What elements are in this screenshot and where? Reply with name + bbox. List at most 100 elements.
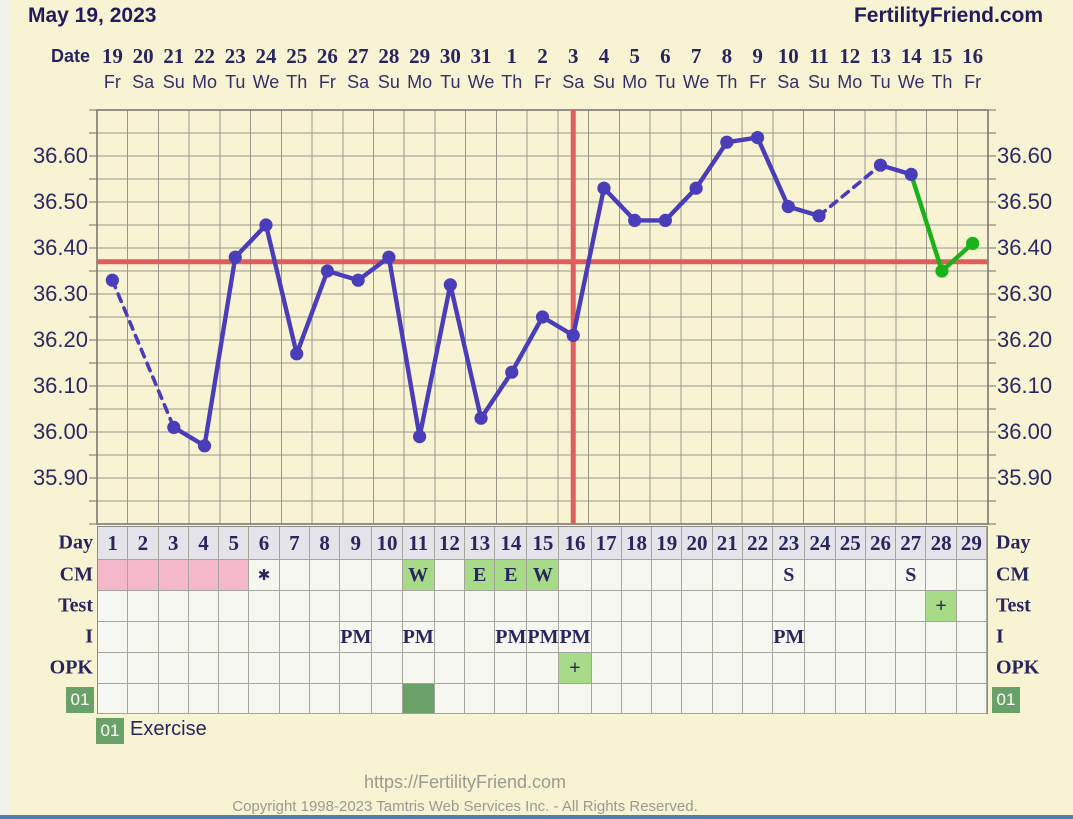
y-axis-label-right: 36.30 <box>997 281 1053 306</box>
day-header-cell[interactable]: 24 <box>805 527 836 560</box>
day-header-cell[interactable]: 18 <box>621 527 653 560</box>
day-header-cell[interactable]: 19 <box>652 527 683 560</box>
temp-dot[interactable] <box>535 310 550 324</box>
test-cell <box>712 591 743 622</box>
day-header-cell[interactable]: 27 <box>896 527 927 560</box>
custom-row-cell <box>773 684 806 714</box>
day-header-cell[interactable]: 2 <box>128 527 159 560</box>
temp-dot[interactable] <box>228 250 242 264</box>
temp-dot[interactable] <box>351 273 365 287</box>
cm-cell <box>805 560 836 591</box>
day-header-cell[interactable]: 8 <box>309 527 341 560</box>
day-header-cell[interactable]: 7 <box>279 527 310 560</box>
day-header-cell[interactable]: 10 <box>372 527 403 560</box>
temp-dot[interactable] <box>873 158 888 172</box>
day-header-cell[interactable]: 14 <box>495 527 528 560</box>
temp-segment <box>755 135 791 209</box>
day-header-cell[interactable]: 17 <box>591 527 622 560</box>
temp-dot[interactable] <box>167 420 181 434</box>
day-header-cell[interactable]: 6 <box>249 527 280 560</box>
temp-segment <box>663 185 699 223</box>
temp-dot[interactable] <box>474 411 488 425</box>
intercourse-cell <box>926 622 957 653</box>
y-axis-label-right: 36.50 <box>997 189 1053 214</box>
temp-dot[interactable] <box>628 213 642 227</box>
custom-row-cell <box>682 684 713 714</box>
opk-cell <box>926 653 957 684</box>
date-cell: 7 <box>690 44 702 68</box>
cm-cell <box>372 560 403 591</box>
footer-url-link[interactable]: https://FertilityFriend.com <box>363 772 567 792</box>
temp-dot[interactable] <box>689 181 703 195</box>
temp-dot[interactable] <box>259 218 273 232</box>
day-header-cell[interactable]: 28 <box>926 527 957 560</box>
day-header-cell[interactable]: 23 <box>773 527 806 560</box>
temp-dot[interactable] <box>290 347 304 361</box>
temp-dot[interactable] <box>105 273 119 287</box>
temp-dot[interactable] <box>781 200 795 214</box>
temp-dot[interactable] <box>597 181 611 195</box>
day-header-cell[interactable]: 12 <box>434 527 465 560</box>
intercourse-cell: PM <box>773 622 806 653</box>
intercourse-cell <box>682 622 713 653</box>
weekday-cell: Mo <box>192 72 218 92</box>
temp-dot[interactable] <box>197 439 212 453</box>
temp-dot[interactable] <box>812 209 826 223</box>
day-header-cell[interactable]: 29 <box>956 527 987 560</box>
day-header-cell[interactable]: 1 <box>98 527 129 560</box>
date-cell: 13 <box>869 44 891 68</box>
day-header-cell[interactable]: 21 <box>712 527 743 560</box>
cm-cell <box>340 560 373 591</box>
temp-dot[interactable] <box>658 213 672 227</box>
temp-dot[interactable] <box>720 135 734 149</box>
custom-row-cell <box>340 684 373 714</box>
weekday-cell: Th <box>286 72 308 92</box>
opk-cell <box>652 653 683 684</box>
date-cell: 19 <box>101 44 123 68</box>
temp-dot[interactable] <box>904 167 918 181</box>
temp-dot[interactable] <box>566 328 580 342</box>
custom-row-cell <box>279 684 310 714</box>
weekday-cell: Mo <box>622 72 648 92</box>
y-axis-label-left: 36.60 <box>32 143 88 168</box>
day-header-cell[interactable]: 15 <box>527 527 560 560</box>
temp-segment-dashed <box>817 163 883 218</box>
day-header-cell[interactable]: 20 <box>682 527 713 560</box>
test-cell <box>249 591 280 622</box>
intercourse-cell <box>188 622 220 653</box>
cm-cell: W <box>527 560 560 591</box>
temp-dot[interactable] <box>413 430 427 444</box>
day-header-cell[interactable]: 26 <box>865 527 897 560</box>
y-axis-label-left: 35.90 <box>32 465 88 490</box>
temp-dot[interactable] <box>505 365 519 379</box>
weekday-cell: Tu <box>870 72 891 92</box>
intercourse-cell <box>956 622 987 653</box>
temp-dot[interactable] <box>935 264 949 278</box>
cm-cell-spotting: ✱ <box>249 560 280 591</box>
temp-dot[interactable] <box>443 278 457 292</box>
cycle-start-date-title: May 19, 2023 <box>28 4 157 27</box>
date-cell: 16 <box>962 44 984 68</box>
day-header-cell[interactable]: 25 <box>835 527 866 560</box>
temp-segment <box>571 185 607 338</box>
day-header-cell[interactable]: 3 <box>158 527 189 560</box>
day-header-cell[interactable]: 5 <box>219 527 250 560</box>
day-header-cell[interactable]: 11 <box>402 527 435 560</box>
day-header-cell[interactable]: 9 <box>340 527 373 560</box>
day-header-cell[interactable]: 22 <box>742 527 774 560</box>
temp-dot[interactable] <box>750 131 765 145</box>
day-header-cell[interactable]: 13 <box>464 527 496 560</box>
cm-cell <box>652 560 683 591</box>
row-label-day-right: Day <box>996 531 1031 553</box>
legend-badge: 01 <box>96 718 124 744</box>
test-cell <box>652 591 683 622</box>
date-cell: 30 <box>439 44 461 68</box>
temp-dot[interactable] <box>320 264 335 278</box>
cm-cell: S <box>773 560 806 591</box>
date-cell: 27 <box>347 44 369 68</box>
day-header-cell[interactable]: 16 <box>559 527 592 560</box>
y-axis-label-left: 36.40 <box>32 235 88 260</box>
temp-dot[interactable] <box>966 236 980 250</box>
day-header-cell[interactable]: 4 <box>188 527 220 560</box>
temp-dot[interactable] <box>382 250 396 264</box>
